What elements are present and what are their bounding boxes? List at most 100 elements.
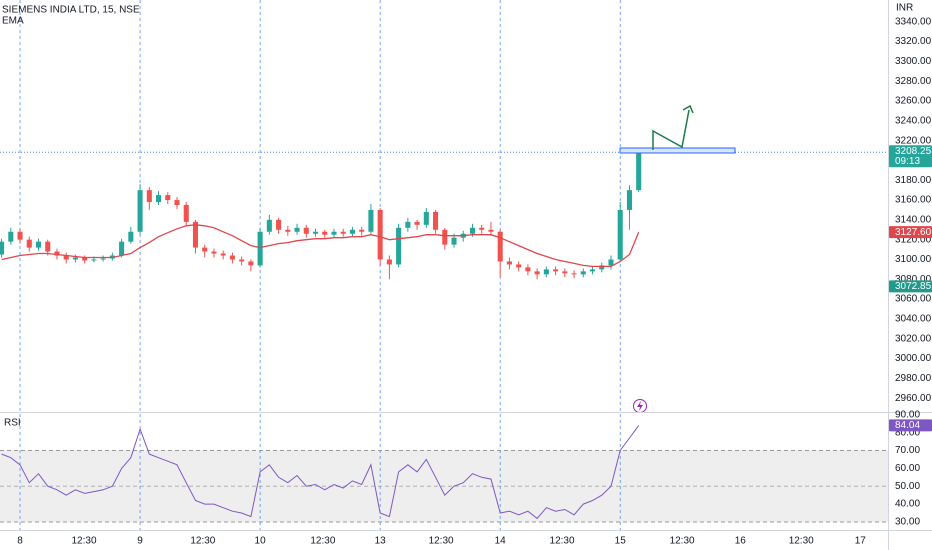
x-tick-label: 12:30 — [310, 536, 335, 547]
indicator-label: RSI — [4, 418, 21, 429]
rsi-tick-label: 50.00 — [895, 481, 920, 492]
rsi-tick-label: 60.00 — [895, 463, 920, 474]
candle-body — [128, 231, 134, 242]
candle-body — [294, 227, 300, 232]
candle-body — [543, 269, 549, 275]
x-tick-label: 12:30 — [789, 536, 814, 547]
candle-body — [516, 264, 522, 268]
y-tick-label: 3340.00 — [895, 16, 932, 27]
x-tick-label: 14 — [495, 536, 507, 547]
candle-body — [525, 267, 531, 272]
candle-body — [239, 259, 245, 262]
marker-label: 3072.85 — [895, 281, 932, 292]
marker-tag — [889, 280, 932, 293]
y-tick-label: 3240.00 — [895, 115, 932, 126]
candle-body — [386, 259, 392, 265]
y-tick-label: 3160.00 — [895, 195, 932, 206]
candle-body — [497, 231, 503, 262]
y-tick-label: 3320.00 — [895, 36, 932, 47]
currency-label: INR — [896, 3, 913, 14]
y-tick-label: 3280.00 — [895, 76, 932, 87]
candle-body — [368, 209, 374, 232]
y-tick-label: 3060.00 — [895, 294, 932, 305]
candle-body — [26, 239, 32, 248]
x-tick-label: 15 — [615, 536, 627, 547]
drawn-arrow — [652, 109, 690, 150]
candle-body — [63, 255, 69, 260]
candle-body — [303, 227, 309, 234]
x-tick-label: 17 — [855, 536, 867, 547]
candle-body — [276, 219, 282, 230]
candle-body — [174, 200, 180, 206]
y-tick-label: 3260.00 — [895, 96, 932, 107]
candle-body — [608, 259, 614, 266]
rsi-tick-label: 30.00 — [895, 517, 920, 528]
ema-tag — [889, 226, 932, 239]
x-tick-label: 13 — [375, 536, 387, 547]
candle-body — [257, 231, 263, 266]
ema-value-label: 3127.60 — [895, 227, 932, 238]
x-tick-label: 10 — [255, 536, 267, 547]
x-tick-label: 8 — [17, 536, 23, 547]
y-tick-label: 3080.00 — [895, 274, 932, 285]
candle-body — [266, 219, 272, 232]
candle-body — [248, 261, 254, 266]
candle-body — [137, 190, 143, 232]
ema-line — [1, 224, 640, 268]
marks-layer — [0, 148, 642, 520]
candle-body — [377, 209, 383, 260]
background-layer — [0, 0, 888, 530]
x-tick-label: 12:30 — [670, 536, 695, 547]
y-tick-label: 3100.00 — [895, 254, 932, 265]
candle-body — [229, 255, 235, 260]
candle-body — [396, 227, 402, 265]
candle-body — [165, 195, 171, 201]
candle-body — [626, 190, 632, 210]
y-tick-label: 3220.00 — [895, 135, 932, 146]
candle-body — [183, 205, 189, 222]
y-tick-label: 3020.00 — [895, 333, 932, 344]
candle-body — [589, 269, 596, 272]
candle-body — [423, 211, 429, 225]
candle-body — [562, 271, 568, 274]
rsi-tick-label: 90.00 — [895, 409, 920, 420]
y-tick-label: 3180.00 — [895, 175, 932, 186]
candle-body — [488, 229, 494, 232]
candle-body — [100, 258, 106, 260]
rsi-line — [1, 425, 640, 520]
candle-body — [359, 229, 365, 232]
candle-body — [0, 241, 5, 255]
candle-body — [119, 241, 125, 256]
candle-body — [322, 231, 328, 235]
last-price-label: 3208.25 — [895, 146, 932, 157]
candle-body — [17, 231, 23, 240]
candle-body — [553, 269, 559, 272]
candle-body — [192, 221, 199, 248]
y-tick-label: 3300.00 — [895, 56, 932, 67]
candle-body — [442, 229, 448, 245]
candle-body — [469, 227, 476, 234]
x-tick-label: 12:30 — [429, 536, 454, 547]
candle-body — [599, 265, 605, 270]
candle-body — [45, 241, 51, 252]
last-price-tag — [889, 145, 932, 168]
candle-body — [433, 211, 439, 230]
candle-body — [331, 231, 337, 235]
x-tick-label: 12:30 — [190, 536, 215, 547]
indicator-label: EMA — [2, 16, 24, 27]
candle-body — [636, 152, 642, 191]
y-tick-label: 2960.00 — [895, 393, 932, 404]
rsi-tick-label: 80.00 — [895, 427, 920, 438]
candle-body — [451, 237, 457, 245]
alert-icon[interactable] — [633, 399, 647, 413]
candle-body — [479, 227, 485, 230]
x-tick-label: 9 — [137, 536, 143, 547]
candle-body — [285, 229, 291, 232]
candle-body — [202, 247, 208, 252]
x-tick-label: 16 — [735, 536, 747, 547]
candle-body — [580, 271, 586, 275]
candle-body — [8, 231, 14, 242]
rsi-tag — [889, 419, 932, 432]
